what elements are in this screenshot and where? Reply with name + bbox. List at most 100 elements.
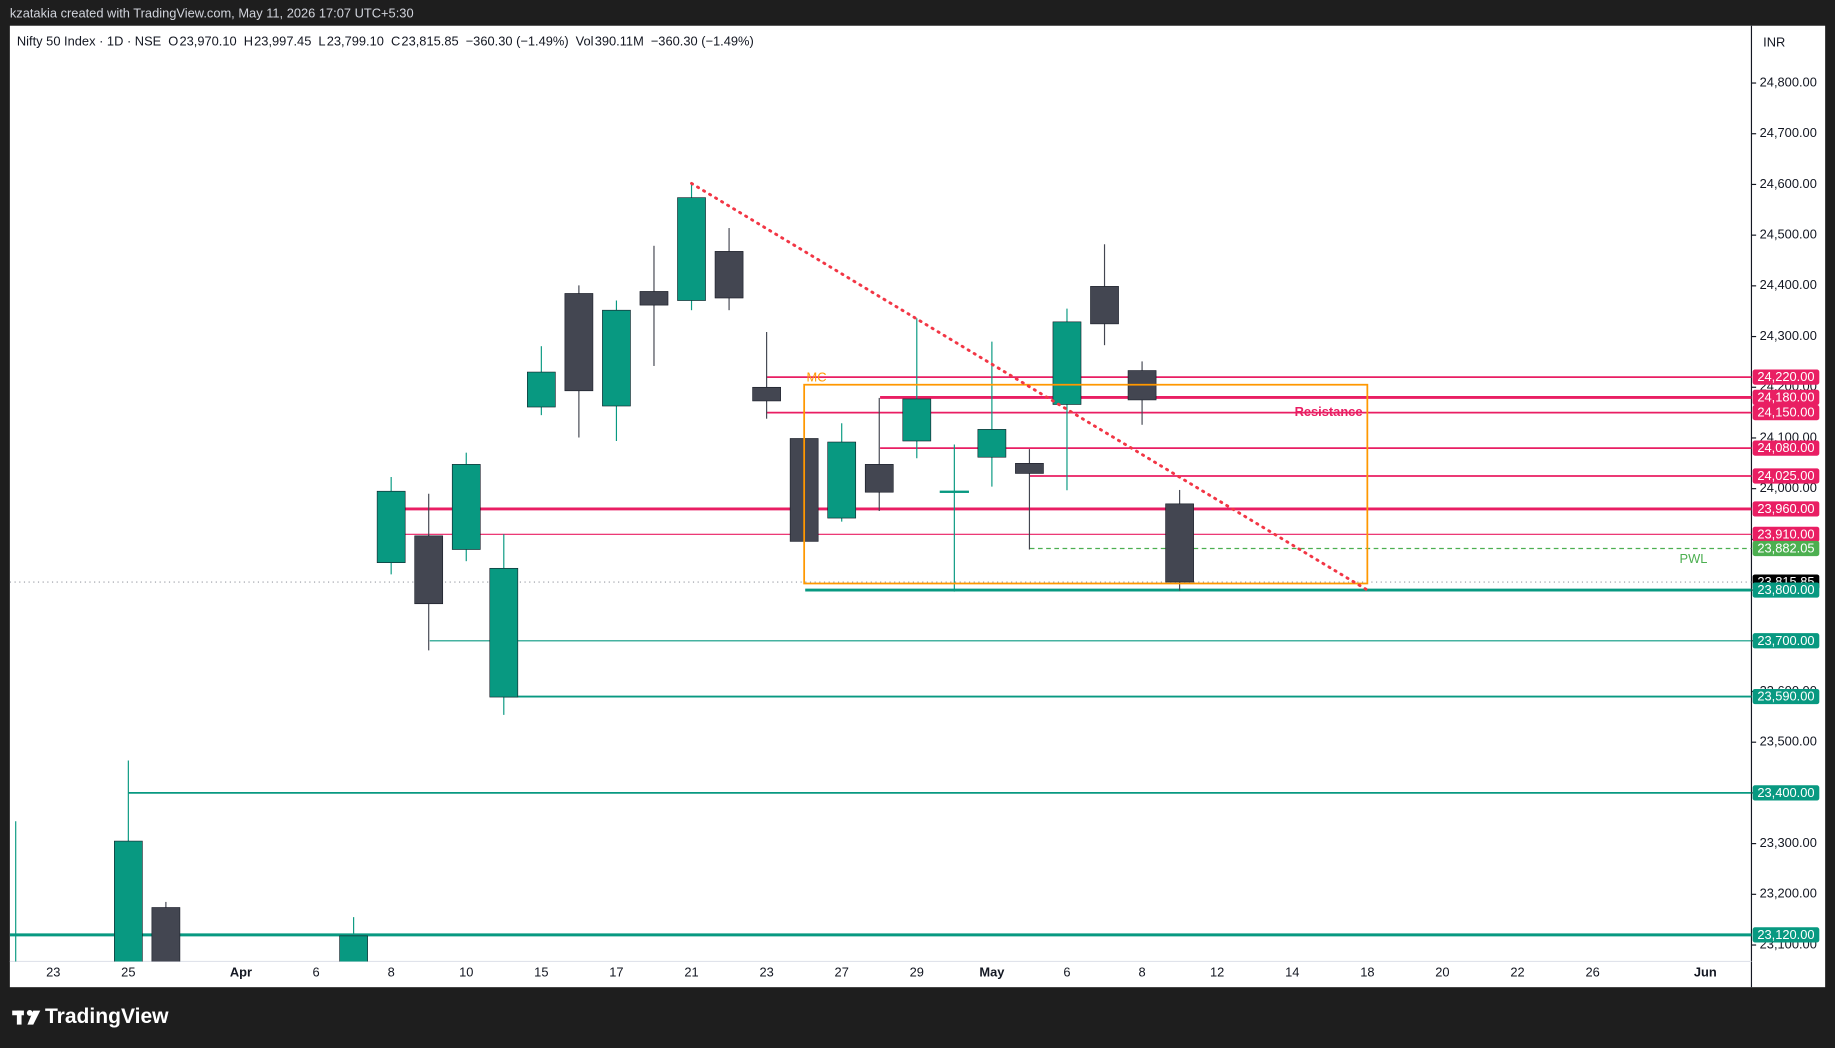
trendline (690, 181, 1369, 592)
level-badge (1752, 633, 1820, 649)
y-tick-label: 23,200.00 (1760, 886, 1817, 901)
candle-body (977, 429, 1007, 458)
x-tick-label: 26 (1585, 965, 1599, 980)
y-tick-label: 23,500.00 (1760, 734, 1817, 749)
candle-body (1165, 503, 1194, 583)
candle-body (1015, 463, 1044, 474)
candle-body (151, 907, 181, 962)
candle-body (114, 840, 143, 962)
y-tick-label: 24,500.00 (1760, 227, 1817, 242)
x-tick-label: 23 (46, 965, 60, 980)
level-badge (1752, 501, 1820, 517)
level-badge (1752, 540, 1820, 557)
x-tick-label: 22 (1510, 965, 1524, 980)
x-tick-label: Jun (1694, 965, 1717, 980)
x-tick-label: 21 (684, 965, 698, 980)
legend-item: Nifty 50 Index · 1D · NSE (17, 33, 162, 48)
y-tick-label: 24,000.00 (1760, 480, 1817, 495)
level-badge (1752, 582, 1820, 598)
legend-item: 23,997.45 (254, 33, 311, 48)
level-label: 23,800.00 (1757, 582, 1814, 597)
legend-item: −360.30 (−1.49%) (651, 33, 754, 48)
logo (12, 1009, 41, 1025)
level-label: 23,400.00 (1757, 785, 1814, 800)
annotation: MC (807, 370, 827, 385)
legend-item: 23,970.10 (179, 33, 236, 48)
y-tick-label: 23,300.00 (1760, 835, 1817, 850)
x-tick-label: 6 (312, 965, 319, 980)
level-badge (1752, 389, 1820, 406)
level-label: 24,080.00 (1757, 440, 1814, 455)
x-tick-label: 27 (835, 965, 849, 980)
candle-body (414, 535, 444, 605)
brand: TradingView (45, 1005, 169, 1028)
legend-item: 23,815.85 (401, 33, 458, 48)
x-tick-label: 25 (121, 965, 135, 980)
legend-item: Vol (576, 33, 594, 48)
candle-body (489, 567, 519, 698)
candle-body (602, 309, 631, 407)
level-label: 23,590.00 (1757, 689, 1814, 704)
x-tick-label: 29 (910, 965, 924, 980)
credit: kzatakia created with TradingView.com, M… (10, 5, 414, 20)
x-tick-label: 6 (1063, 965, 1070, 980)
x-tick-label: 23 (759, 965, 773, 980)
candle-body (339, 935, 368, 962)
candle-body (527, 371, 556, 408)
candle-body (564, 293, 594, 392)
level-badge (1752, 468, 1820, 484)
level-label: 23,910.00 (1757, 526, 1814, 541)
level-label: 23,960.00 (1757, 501, 1814, 516)
candle-body (1052, 321, 1082, 405)
x-tick-label: 10 (459, 965, 473, 980)
candle-body (939, 490, 969, 493)
candle-body (451, 464, 481, 550)
y-tick-label: 24,600.00 (1760, 176, 1817, 191)
level-badge (1752, 440, 1820, 456)
level-badge (1752, 785, 1820, 801)
candle-body (639, 291, 669, 306)
x-tick-label: 14 (1285, 965, 1299, 980)
candle-body (864, 464, 894, 493)
candle-body (677, 197, 706, 301)
currency: INR (1763, 35, 1785, 50)
legend-item: 23,799.10 (327, 33, 384, 48)
y-tick-label: 24,400.00 (1760, 277, 1817, 292)
chart-area (9, 25, 1826, 988)
level-label: 23,882.05 (1757, 540, 1814, 555)
plot: MC Resistance PWL (9, 181, 1752, 962)
legend-item: L (318, 33, 325, 48)
x-tick-label: May (979, 965, 1005, 980)
annotation: PWL (1680, 551, 1708, 566)
level-label: 23,700.00 (1757, 633, 1814, 648)
level-label: 23,120.00 (1757, 927, 1814, 942)
x-tick-label: 17 (609, 965, 623, 980)
candle-body (1090, 286, 1119, 325)
x-tick-label: 12 (1210, 965, 1224, 980)
x-tick-label: Apr (230, 965, 252, 980)
zone-box (803, 383, 1369, 585)
level-badge (1752, 405, 1820, 421)
legend-item: 390.11M (595, 33, 644, 48)
legend-item: −360.30 (−1.49%) (466, 33, 569, 48)
level-badge (1752, 526, 1820, 542)
level-label: 24,150.00 (1757, 405, 1814, 420)
level-label: 24,025.00 (1757, 468, 1814, 483)
x-tick-label: 20 (1435, 965, 1449, 980)
candle-body (752, 386, 781, 402)
legend-item: O (168, 33, 178, 48)
candle-body (376, 490, 406, 563)
level-badge (1752, 369, 1820, 385)
level-badge (1752, 688, 1820, 705)
y-tick-label: 24,300.00 (1760, 328, 1817, 343)
candle-body (827, 441, 857, 519)
y-tick-label: 24,700.00 (1760, 125, 1817, 140)
level-label: 24,220.00 (1757, 369, 1814, 384)
annotation: Resistance (1295, 404, 1363, 419)
legend-item: H (244, 33, 253, 48)
x-tick-label: 15 (534, 965, 548, 980)
level-badge (1752, 927, 1820, 943)
x-tick-label: 8 (388, 965, 395, 980)
